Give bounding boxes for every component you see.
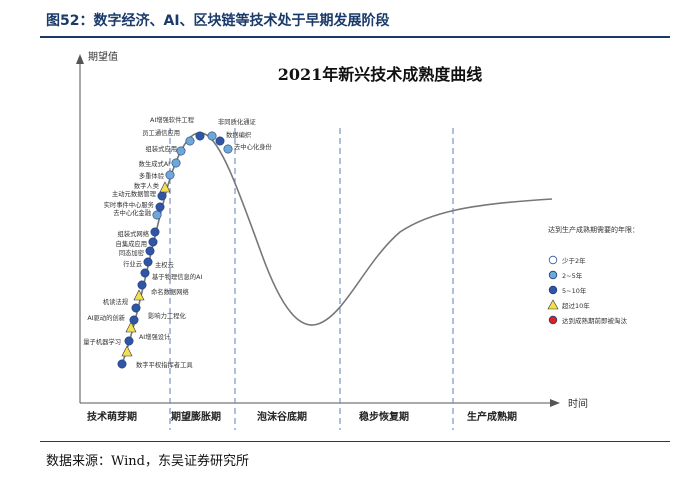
tech-point <box>185 136 195 146</box>
hype-curve <box>121 132 553 365</box>
chart-title: 2021年新兴技术成熟度曲线 <box>278 65 483 84</box>
tech-point-label: 数字人类 <box>134 181 160 190</box>
tech-point-label: 主权云 <box>155 260 174 269</box>
phase-label: 泡沫谷底期 <box>257 410 307 423</box>
legend-marker <box>548 270 558 280</box>
tech-point-label: 数字平权指挥者工具 <box>136 360 193 369</box>
tech-point <box>125 321 137 333</box>
phase-label: 技术萌芽期 <box>87 410 137 423</box>
tech-point <box>157 191 167 201</box>
tech-point <box>124 336 134 346</box>
tech-point-label: 数据编织 <box>226 130 251 139</box>
tech-point <box>159 181 171 193</box>
axes <box>76 54 560 407</box>
tech-point-label: 基于物理信息的AI <box>152 272 202 281</box>
tech-point-label: 行业云 <box>123 259 142 268</box>
tech-point-label: 非同质化通证 <box>218 117 256 126</box>
tech-point-label: 同态加密 <box>119 248 145 257</box>
tech-point-label: AI驱动的创新 <box>87 313 125 322</box>
tech-point <box>140 268 150 278</box>
y-axis-label: 期望值 <box>88 50 118 63</box>
x-axis-arrow <box>550 399 560 407</box>
phase-label: 期望膨胀期 <box>171 410 221 423</box>
tech-point <box>223 144 233 154</box>
phase-label: 稳步恢复期 <box>359 410 409 423</box>
legend-label: 5~10年 <box>562 286 587 295</box>
title-rule <box>40 36 670 38</box>
phase-dividers <box>169 128 454 430</box>
x-axis-label: 时间 <box>568 397 588 410</box>
tech-point <box>143 257 153 267</box>
legend-marker <box>548 255 558 265</box>
tech-point-label: 去中心化金融 <box>113 208 151 217</box>
tech-point <box>137 280 147 290</box>
legend-label: 少于2年 <box>562 256 586 265</box>
legend-title: 达到生产成熟期需要的年限： <box>548 225 639 234</box>
tech-point-label: 主动元数据管理 <box>112 189 157 198</box>
tech-point <box>129 315 139 325</box>
legend-label: 达到成熟期前即被淘汰 <box>562 316 628 325</box>
tech-point <box>131 303 141 313</box>
tech-point-label: 量子机器学习 <box>83 337 121 346</box>
phase-label: 生产成熟期 <box>467 410 517 423</box>
legend-marker <box>547 299 559 310</box>
source-note: 数据来源：Wind，东吴证券研究所 <box>46 454 249 469</box>
points-layer: 数字平权指挥者工具 量子机器学习 AI增强设计 AI驱动的创新 影响力工程化 机读法规 命名… <box>83 115 272 369</box>
legend-marker <box>548 285 558 295</box>
tech-point-label: 数生成式AI <box>139 159 170 168</box>
figure-title: 图52：数字经济、AI、区块链等技术处于早期发展阶段 <box>46 13 390 29</box>
tech-point <box>148 237 158 247</box>
tech-point <box>155 202 165 212</box>
tech-point <box>171 158 181 168</box>
tech-point <box>207 131 217 141</box>
tech-point <box>150 227 160 237</box>
legend-label: 超过10年 <box>562 301 590 310</box>
tech-point-label: 机读法规 <box>103 297 129 306</box>
tech-point-label: 组装式网络 <box>118 229 150 238</box>
y-axis-arrow <box>76 54 84 64</box>
tech-point-label: AI增强设计 <box>139 332 171 341</box>
legend-label: 2~5年 <box>562 271 583 280</box>
tech-point <box>152 210 162 220</box>
tech-point-label: 影响力工程化 <box>148 311 186 320</box>
tech-point-label: 自集成应用 <box>116 239 147 248</box>
legend: 达到生产成熟期需要的年限： 少于2年 2~5年 5~10年超过10年达到成熟期前即被… <box>547 225 639 325</box>
tech-point-label: 组装式应用 <box>146 144 177 153</box>
tech-point <box>176 146 186 156</box>
tech-point-label: 多重体验 <box>139 171 165 180</box>
tech-point-label: 命名数据网络 <box>151 287 189 296</box>
tech-point-label: 实时事件中心服务 <box>104 200 155 209</box>
source-rule <box>40 441 670 442</box>
tech-point <box>165 170 175 180</box>
tech-point <box>133 289 145 301</box>
tech-point <box>121 345 133 357</box>
phase-labels: 技术萌芽期 期望膨胀期 泡沫谷底期 稳步恢复期 生产成熟期 <box>87 410 517 423</box>
tech-point <box>117 359 127 369</box>
tech-point <box>215 136 225 146</box>
tech-point-label: AI增强软件工程 <box>150 115 195 124</box>
tech-point <box>195 131 205 141</box>
tech-point-label: 员工通信应用 <box>142 128 180 137</box>
tech-point <box>145 246 155 256</box>
legend-marker <box>548 315 558 325</box>
tech-point-label: 去中心化身份 <box>234 142 272 151</box>
